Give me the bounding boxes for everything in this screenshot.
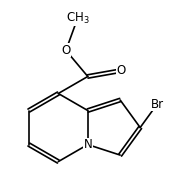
Text: O: O (117, 64, 126, 77)
Text: CH$_3$: CH$_3$ (66, 11, 89, 26)
Text: O: O (61, 44, 70, 57)
Text: N: N (83, 138, 92, 151)
Text: Br: Br (151, 98, 164, 111)
